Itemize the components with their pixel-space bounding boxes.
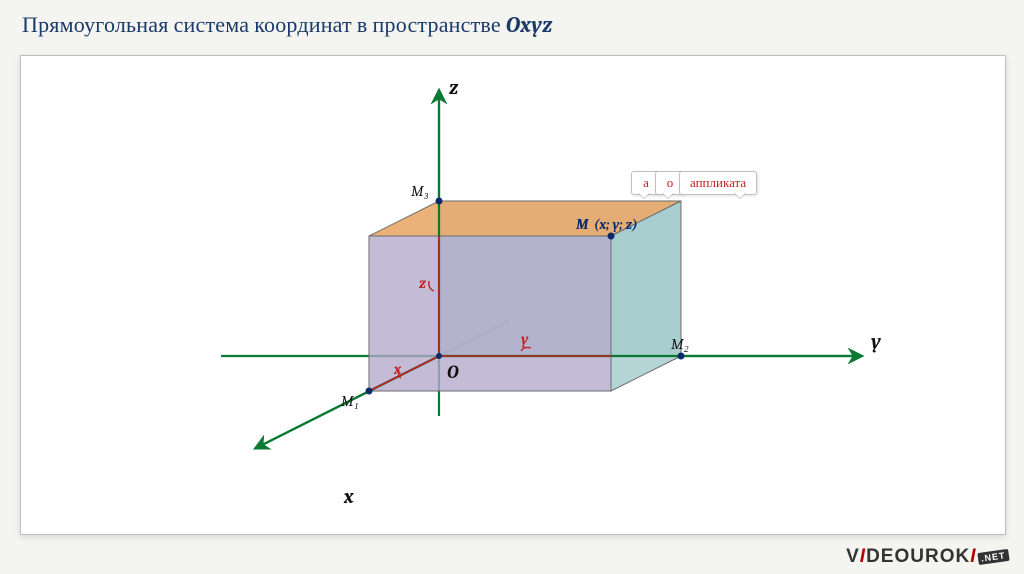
coord-z-label: z bbox=[419, 274, 427, 292]
callout-3: аппликата bbox=[679, 171, 757, 195]
wm-i2: I bbox=[970, 546, 976, 567]
wm-net: .NET bbox=[978, 549, 1010, 565]
m-point bbox=[608, 233, 615, 240]
coord-y-label: y bbox=[520, 330, 529, 348]
m1-label: M₁ bbox=[341, 392, 359, 410]
origin-label: O bbox=[447, 362, 459, 383]
m3-point bbox=[436, 198, 443, 205]
m3-label: M₃ bbox=[411, 182, 429, 200]
title-oxyz: Oxyz bbox=[506, 12, 553, 38]
wm-v: V bbox=[846, 546, 860, 567]
page-title: Прямоугольная система координат в простр… bbox=[22, 12, 553, 38]
m-coords: (x; y; z) bbox=[594, 216, 638, 233]
title-text: Прямоугольная система координат в простр… bbox=[22, 12, 501, 38]
m1-point bbox=[366, 388, 373, 395]
wm-mid: DEOUROK bbox=[866, 546, 970, 567]
y-axis-label: y bbox=[870, 330, 881, 353]
callout-2-text: о bbox=[667, 176, 674, 191]
coord-x-label: x bbox=[393, 360, 402, 378]
m-label: M bbox=[575, 215, 589, 233]
origin-point bbox=[436, 353, 442, 359]
diagram-frame: x y z O M₁ M₂ M₃ M (x; y; z) x y z а о а… bbox=[20, 55, 1006, 535]
x-axis-label: x bbox=[343, 485, 354, 508]
callout-1-text: а bbox=[643, 176, 649, 191]
callout-3-text: аппликата bbox=[690, 176, 746, 191]
watermark: VIDEOUROKI.NET bbox=[846, 546, 1009, 568]
coordinate-diagram: x y z O M₁ M₂ M₃ M (x; y; z) x y z bbox=[21, 56, 1005, 534]
m2-label: M₂ bbox=[671, 335, 689, 353]
m2-point bbox=[678, 353, 685, 360]
box-front-face bbox=[369, 236, 611, 391]
z-axis-label: z bbox=[449, 76, 459, 99]
